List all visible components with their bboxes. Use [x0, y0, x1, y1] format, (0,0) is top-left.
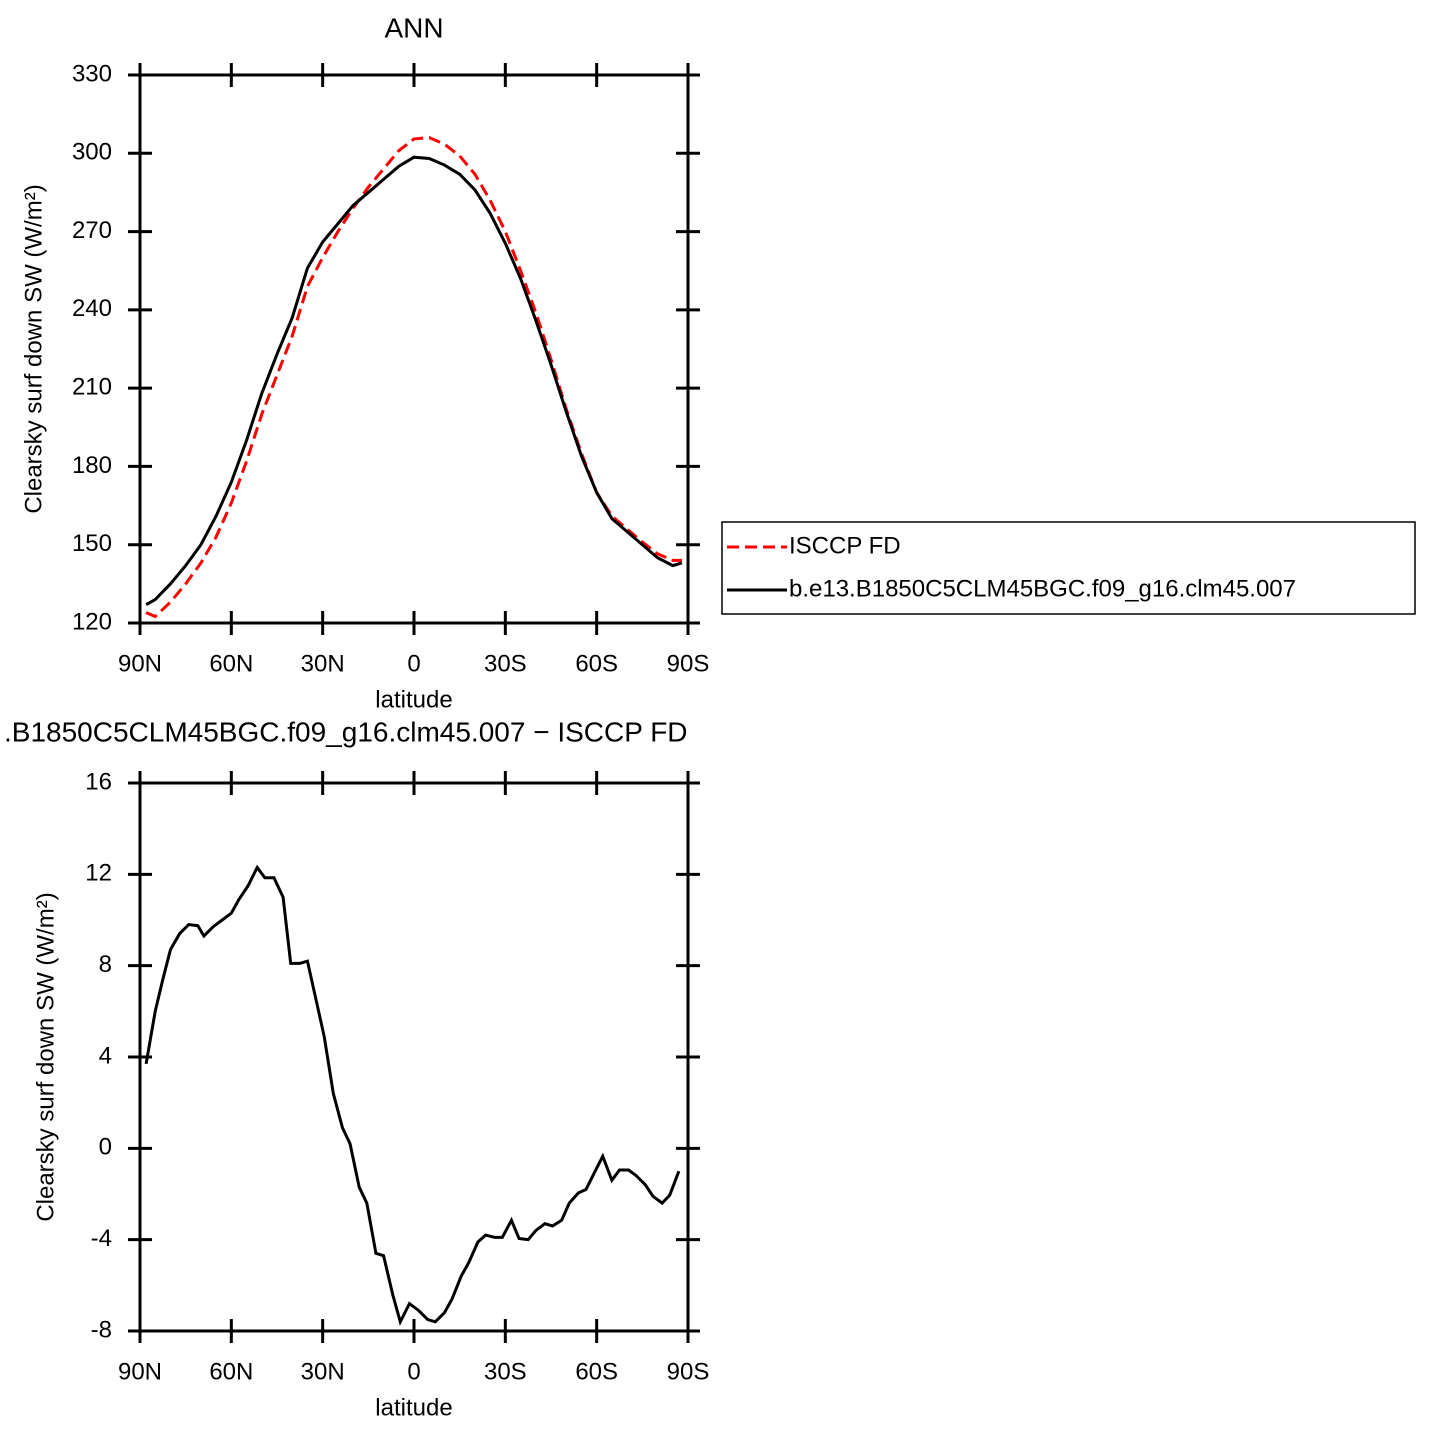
y-tick-label: 0 [99, 1134, 112, 1161]
x-tick-label: 30S [484, 650, 527, 677]
y-tick-label: -4 [91, 1225, 112, 1252]
y-tick-label: 180 [72, 452, 112, 479]
legend-label: b.e13.B1850C5CLM45BGC.f09_g16.clm45.007 [789, 575, 1296, 602]
plot-frame [138, 781, 690, 1333]
y-axis-label: Clearsky surf down SW (W/m²) [32, 892, 59, 1221]
chart-title: .B1850C5CLM45BGC.f09_g16.clm45.007 − ISC… [4, 716, 688, 747]
x-tick-label: 60N [209, 1358, 253, 1385]
x-tick-label: 90N [118, 650, 162, 677]
x-tick-label: 90S [667, 1358, 710, 1385]
chart-title: ANN [384, 12, 443, 43]
y-tick-label: 4 [99, 1042, 112, 1069]
y-tick-label: 120 [72, 608, 112, 635]
legend-label: ISCCP FD [789, 532, 901, 559]
legend-box [721, 521, 1416, 615]
y-tick-label: 16 [85, 768, 112, 795]
y-tick-label: 300 [72, 139, 112, 166]
x-tick-label: 90N [118, 1358, 162, 1385]
x-tick-label: 30N [301, 1358, 345, 1385]
x-tick-label: 90S [667, 650, 710, 677]
x-tick-label: 0 [407, 650, 420, 677]
x-tick-label: 0 [407, 1358, 420, 1385]
y-tick-label: 240 [72, 295, 112, 322]
y-axis-label: Clearsky surf down SW (W/m²) [20, 184, 47, 513]
y-tick-label: 150 [72, 530, 112, 557]
x-tick-label: 30S [484, 1358, 527, 1385]
x-axis-label: latitude [375, 686, 452, 713]
x-tick-label: 60N [209, 650, 253, 677]
y-tick-label: 12 [85, 860, 112, 887]
y-tick-label: 8 [99, 951, 112, 978]
y-tick-label: 330 [72, 60, 112, 87]
x-tick-label: 60S [575, 650, 618, 677]
y-tick-label: -8 [91, 1316, 112, 1343]
x-axis-label: latitude [375, 1394, 452, 1421]
data-line [145, 136, 682, 619]
data-line [145, 155, 683, 607]
y-tick-label: 270 [72, 217, 112, 244]
x-tick-label: 30N [301, 650, 345, 677]
data-line [144, 864, 681, 1327]
x-tick-label: 60S [575, 1358, 618, 1385]
y-tick-label: 210 [72, 373, 112, 400]
